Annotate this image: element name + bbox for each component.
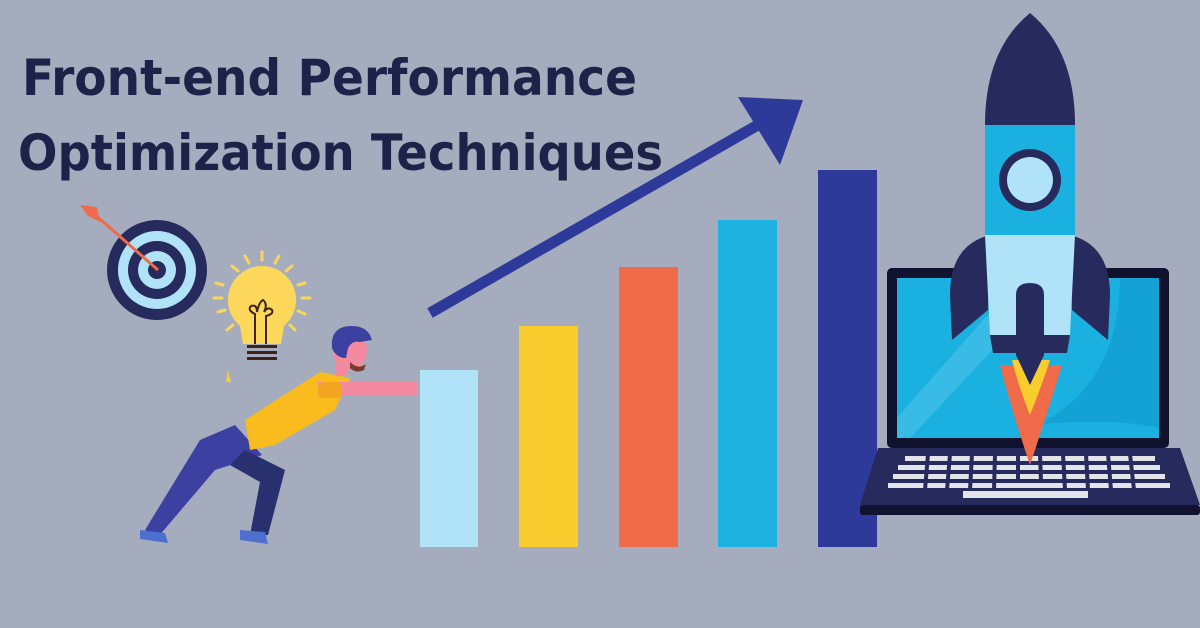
title-line-1: Front-end Performance	[22, 49, 637, 107]
target-icon	[80, 205, 207, 320]
growth-arrow-icon	[427, 97, 803, 318]
bar-1	[420, 370, 478, 547]
bar-4	[718, 220, 777, 547]
bar-2	[519, 326, 578, 547]
person-pushing-illustration	[140, 326, 418, 544]
title-line-2: Optimization Techniques	[18, 124, 663, 182]
bar-chart-illustration	[420, 170, 877, 547]
rocket-icon	[950, 13, 1110, 465]
lightbulb-icon	[212, 250, 312, 382]
bar-3	[619, 267, 678, 547]
